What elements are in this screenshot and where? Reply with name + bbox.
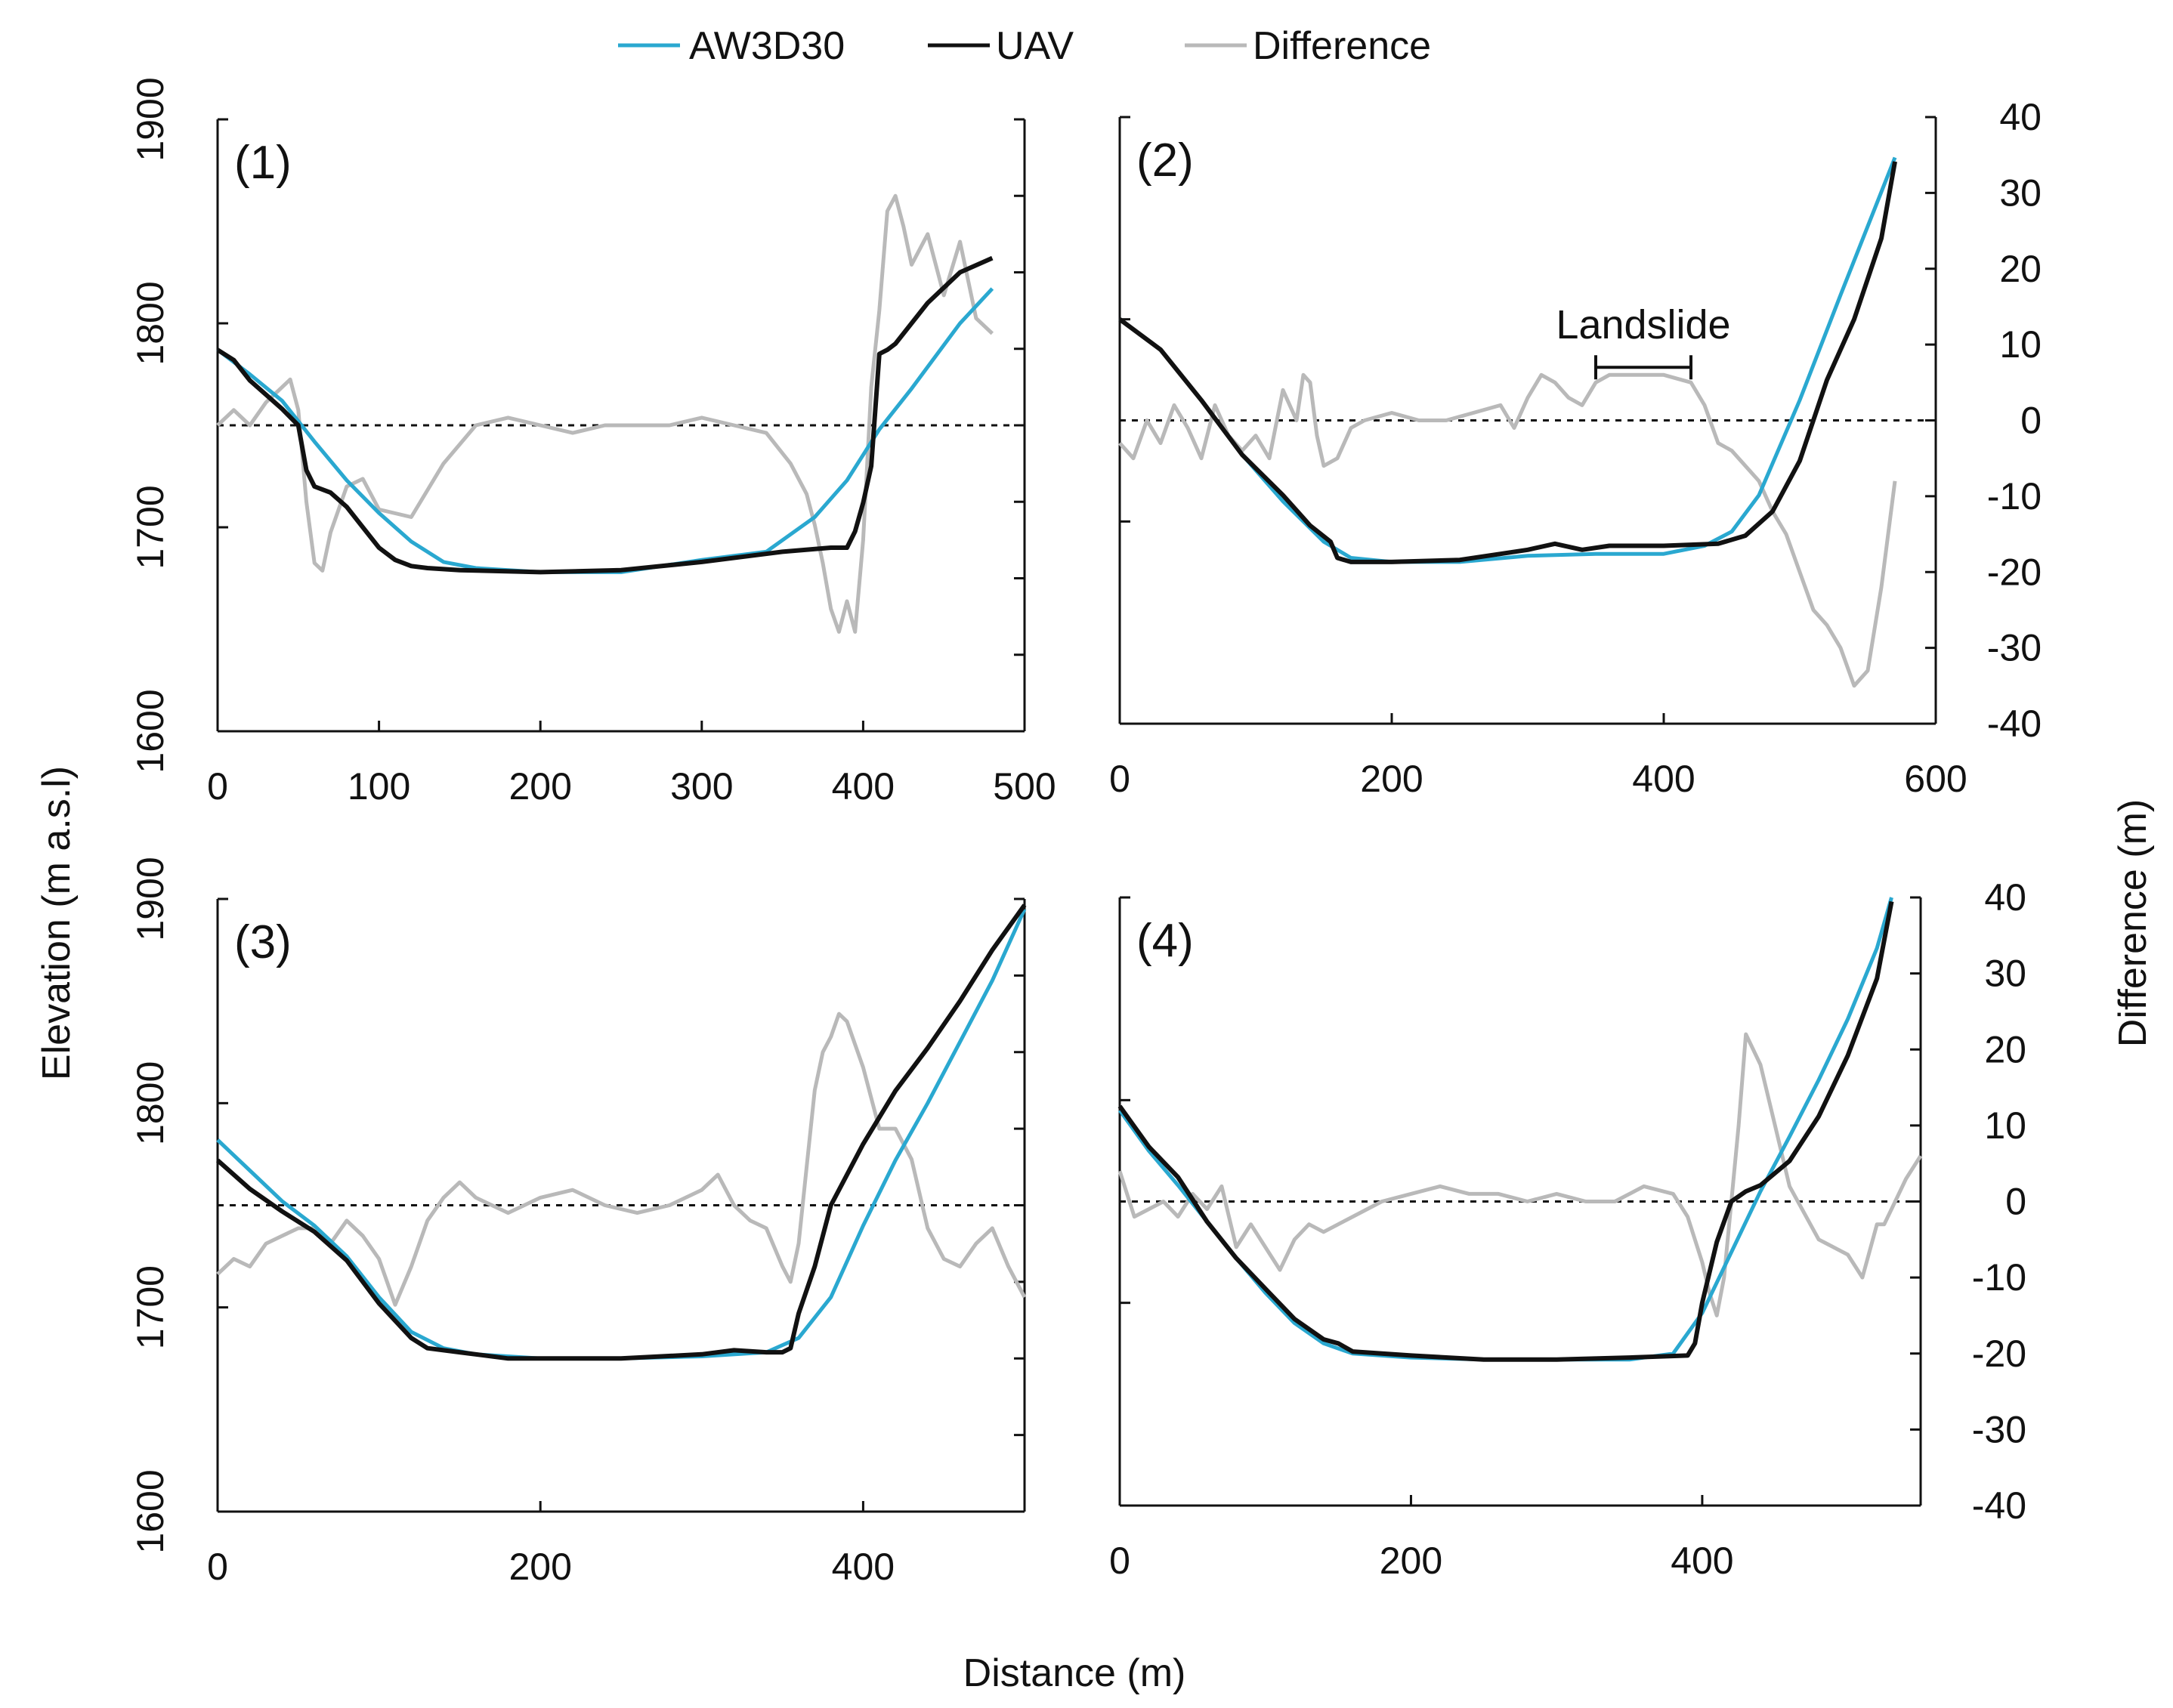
landslide-annotation: Landslide — [1556, 302, 1731, 380]
panel-4-y2-tick-label: 30 — [1984, 953, 2026, 995]
panel-3-x-tick-label: 0 — [207, 1546, 228, 1588]
legend-label-aw3d30: AW3D30 — [689, 24, 845, 68]
panel-4-x-tick-label: 0 — [1109, 1540, 1130, 1582]
panel-1-label: (1) — [234, 137, 292, 189]
panel-1-series-uav — [216, 255, 994, 575]
bottom-axis-title: Distance (m) — [963, 1651, 1186, 1695]
panel-4-y2-tick-label: -20 — [1972, 1333, 2026, 1375]
panel-3-label: (3) — [234, 916, 292, 968]
panel-3-series-difference — [216, 1012, 1027, 1307]
panel-1-x-tick-label: 200 — [508, 765, 571, 808]
panel-2-x-tick-label: 0 — [1109, 758, 1130, 800]
panel-1-y-tick-label: 1700 — [129, 485, 172, 569]
panel-3-x-tick-label: 400 — [832, 1546, 895, 1588]
panel-2-series-difference — [1118, 372, 1897, 688]
panel-3-y-tick-label: 1800 — [129, 1061, 172, 1145]
panel-1-y-tick-label: 1900 — [129, 77, 172, 161]
panel-1-y-tick-label: 1800 — [129, 281, 172, 365]
panel-3-y-tick-label: 1900 — [129, 857, 172, 940]
panel-2-y2-tick-label: -40 — [1987, 703, 2042, 745]
panel-4-y2-tick-label: 0 — [2005, 1181, 2026, 1223]
panel-4-y2-tick-label: 10 — [1984, 1104, 2026, 1147]
panel-2-x-tick-label: 200 — [1360, 758, 1423, 800]
legend-label-uav: UAV — [996, 24, 1074, 68]
panel-4-series-uav — [1117, 900, 1894, 1362]
panel-3-series-uav — [216, 903, 1027, 1361]
legend: AW3D30 UAV Difference — [618, 24, 1431, 68]
panel-1-y-tick-label: 1600 — [129, 689, 172, 773]
panel-4-y2-tick-label: 20 — [1984, 1028, 2026, 1070]
panel-1-x-tick-label: 0 — [207, 765, 228, 808]
legend-label-difference: Difference — [1253, 24, 1431, 68]
panel-1-x-tick-label: 500 — [993, 765, 1056, 808]
left-axis-title: Elevation (m a.s.l) — [35, 766, 79, 1080]
panel-4-y2-tick-label: -10 — [1972, 1256, 2026, 1299]
panel-1-series-difference — [216, 193, 994, 634]
panel-4-x-tick-label: 400 — [1671, 1540, 1733, 1582]
panel-4-x-tick-label: 200 — [1380, 1540, 1442, 1582]
panel-2-y2-tick-label: 30 — [1999, 171, 2042, 214]
panel-2-x-tick-label: 600 — [1904, 758, 1967, 800]
panel-1-x-tick-label: 400 — [832, 765, 895, 808]
landslide-label: Landslide — [1556, 302, 1730, 347]
panel-2-y2-tick-label: 10 — [1999, 323, 2042, 366]
panel-3-y-tick-label: 1600 — [129, 1469, 172, 1553]
panel-3-x-tick-label: 200 — [508, 1546, 571, 1588]
panel-2-y2-tick-label: -30 — [1987, 627, 2042, 669]
panel-3: 1600 1700 1800 1900 0 200 400 (3) — [129, 857, 1027, 1588]
panel-4-y2-tick-label: -30 — [1972, 1408, 2026, 1450]
panel-2-y2-tick-label: -20 — [1987, 551, 2042, 593]
panel-2-y2-tick-label: -10 — [1987, 475, 2042, 517]
panel-1-x-tick-label: 100 — [348, 765, 410, 808]
panel-2-x-tick-label: 400 — [1632, 758, 1695, 800]
panel-2-y2-tick-label: 40 — [1999, 96, 2042, 138]
panel-4-series-difference — [1117, 1032, 1923, 1317]
panel-2-series-uav — [1118, 161, 1897, 564]
panel-2-label: (2) — [1136, 134, 1194, 187]
panel-2-y2-tick-label: 0 — [2020, 400, 2042, 442]
right-axis-title: Difference (m) — [2111, 799, 2155, 1047]
panel-4-y2-tick-label: -40 — [1972, 1484, 2026, 1527]
panel-4-y2-tick-label: 40 — [1984, 876, 2026, 919]
panel-4-label: (4) — [1136, 915, 1194, 967]
panel-1-x-tick-label: 300 — [670, 765, 733, 808]
panel-2-y2-tick-label: 20 — [1999, 248, 2042, 290]
panel-3-y-tick-label: 1700 — [129, 1265, 172, 1349]
panel-1: 1600 1700 1800 1900 0 100 200 300 400 500 (1) — [129, 77, 1056, 808]
panel-3-series-aw3d30 — [216, 908, 1027, 1361]
